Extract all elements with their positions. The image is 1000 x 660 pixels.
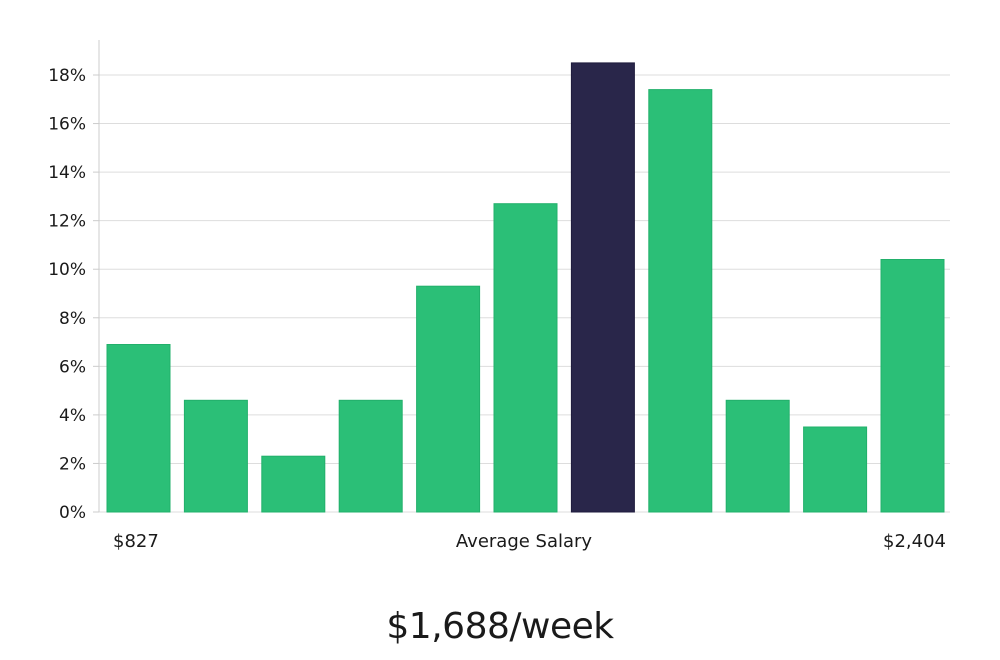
y-tick-label: 6%: [59, 357, 86, 377]
bar: [338, 399, 403, 513]
y-tick-label: 14%: [48, 163, 86, 183]
y-tick-label: 12%: [48, 212, 86, 232]
bars: [106, 62, 945, 513]
y-tick-label: 8%: [59, 309, 86, 329]
bar: [183, 399, 248, 513]
x-min-label: $827: [113, 531, 159, 552]
y-axis-ticks: 0% 2% 4% 6% 8% 10% 12% 14% 16% 18%: [48, 66, 99, 523]
bar: [261, 455, 326, 513]
bar-highlighted: [570, 62, 635, 513]
x-max-label: $2,404: [883, 531, 946, 552]
average-salary-headline: $1,688/week: [386, 606, 614, 647]
bar: [648, 89, 713, 513]
y-tick-label: 10%: [48, 260, 86, 280]
bar: [725, 399, 790, 513]
y-tick-label: 4%: [59, 406, 86, 426]
y-tick-label: 16%: [48, 115, 86, 135]
bar: [493, 203, 558, 513]
y-tick-label: 18%: [48, 66, 86, 86]
bar: [803, 426, 868, 513]
bar: [416, 285, 481, 513]
bar: [880, 259, 945, 513]
y-tick-label: 2%: [59, 454, 86, 474]
y-tick-label: 0%: [59, 503, 86, 523]
x-center-label: Average Salary: [456, 531, 593, 552]
salary-histogram: 0% 2% 4% 6% 8% 10% 12% 14% 16% 18% $827 Average S…: [48, 40, 950, 552]
bar: [106, 344, 171, 513]
